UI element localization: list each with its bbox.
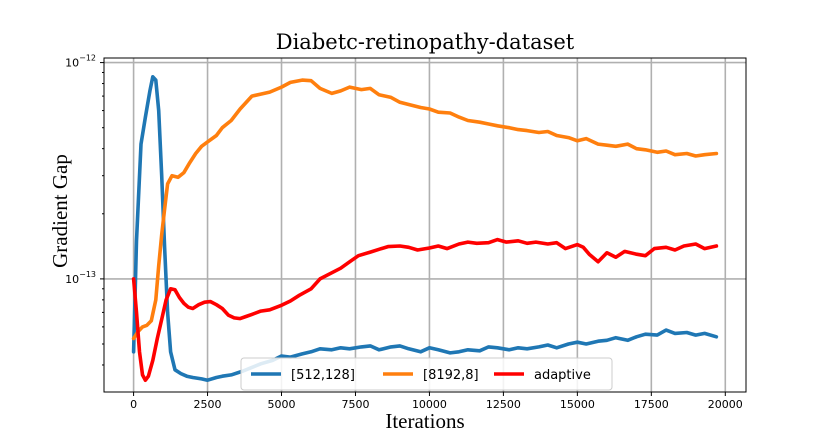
- series-lines: [131, 75, 719, 383]
- series-line-0: [131, 75, 719, 383]
- x-axis-label: Iterations: [385, 409, 464, 433]
- plot-frame: [103, 57, 747, 393]
- legend-label: [8192,8]: [423, 368, 479, 383]
- series-line-2: [131, 237, 719, 383]
- axes: 0 2500 5000 7500 10000 12500 15000 17500 20000 10…: [65, 54, 747, 411]
- grid: [104, 58, 746, 392]
- x-tick-label: 0: [130, 398, 137, 411]
- x-tick-label: 7500: [341, 398, 369, 411]
- x-tick-label: 10000: [412, 398, 447, 411]
- legend-label: [512,128]: [291, 368, 355, 383]
- legend-box: [240, 357, 613, 391]
- legend: [512,128] [8192,8] adaptive: [240, 357, 613, 391]
- chart-title: Diabetc-retinopathy-dataset: [276, 30, 575, 54]
- x-tick-label: 15000: [560, 398, 595, 411]
- y-tick-label: 10−13: [65, 270, 96, 286]
- x-tick-label: 2500: [194, 398, 222, 411]
- x-tick-label: 17500: [634, 398, 669, 411]
- x-tick-label: 12500: [486, 398, 521, 411]
- legend-label: adaptive: [534, 368, 591, 383]
- x-tick-label: 5000: [268, 398, 296, 411]
- series-line-1: [131, 78, 719, 341]
- y-axis-label: Gradient Gap: [48, 154, 72, 268]
- x-tick-label: 20000: [708, 398, 743, 411]
- y-tick-label: 10−12: [65, 54, 96, 70]
